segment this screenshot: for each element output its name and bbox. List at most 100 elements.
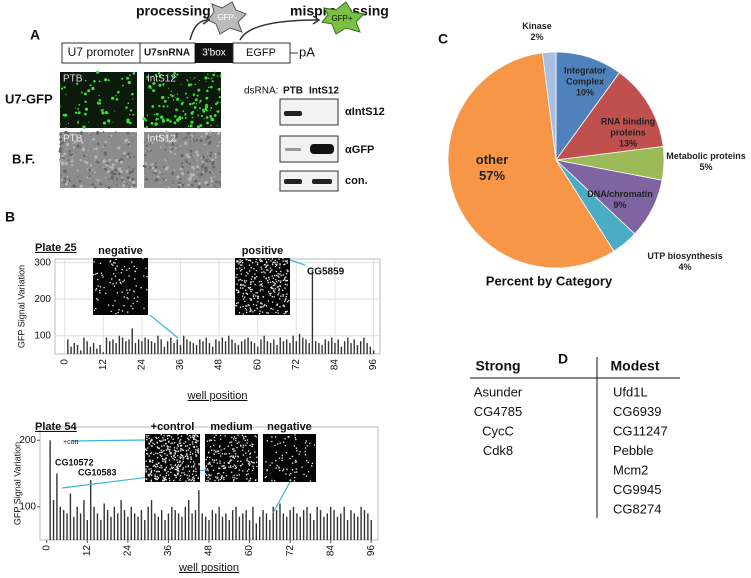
- speck: [213, 449, 215, 451]
- speck: [191, 111, 193, 114]
- speck: [161, 467, 163, 469]
- speck: [196, 168, 199, 171]
- speck: [131, 180, 136, 184]
- speck: [186, 79, 188, 81]
- speck: [174, 442, 176, 444]
- speck: [218, 452, 220, 455]
- speck: [115, 282, 117, 284]
- speck: [117, 146, 121, 150]
- speck: [181, 449, 183, 451]
- x-tick-label: 96: [366, 545, 377, 557]
- speck: [119, 281, 121, 284]
- speck: [166, 472, 168, 474]
- speck: [208, 77, 210, 79]
- speck: [245, 444, 247, 446]
- speck: [184, 114, 186, 117]
- speck: [198, 107, 201, 110]
- speck: [113, 162, 115, 164]
- speck: [163, 479, 165, 481]
- speck: [128, 172, 129, 174]
- y-tick-label: 200: [34, 294, 51, 305]
- speck: [232, 465, 234, 468]
- band: [312, 179, 332, 184]
- speck: [160, 449, 162, 451]
- speck: [116, 90, 120, 94]
- speck: [191, 135, 194, 138]
- speck: [195, 434, 197, 436]
- inset-label: medium: [210, 421, 252, 433]
- speck: [118, 172, 121, 176]
- speck: [91, 179, 93, 180]
- speck: [163, 477, 165, 479]
- speck: [261, 259, 263, 261]
- speck: [240, 287, 242, 289]
- speck: [209, 461, 211, 464]
- speck: [269, 267, 271, 269]
- speck: [104, 167, 107, 171]
- speck: [170, 442, 172, 445]
- speck: [113, 262, 115, 264]
- speck: [275, 264, 278, 266]
- speck: [269, 464, 271, 467]
- band: [284, 179, 302, 184]
- speck: [174, 452, 176, 455]
- speck: [208, 452, 210, 454]
- speck: [271, 440, 273, 443]
- speck: [250, 460, 252, 463]
- speck: [97, 133, 99, 135]
- speck: [150, 440, 152, 442]
- speck: [174, 468, 176, 470]
- speck: [170, 90, 172, 92]
- speck: [270, 292, 272, 294]
- speck: [189, 154, 192, 157]
- speck: [128, 178, 132, 182]
- speck: [182, 458, 184, 460]
- speck: [267, 300, 270, 302]
- speck: [152, 465, 154, 467]
- speck: [285, 298, 287, 300]
- speck: [176, 175, 180, 179]
- speck: [63, 169, 67, 173]
- speck: [134, 270, 136, 273]
- speck: [153, 470, 156, 472]
- speck: [270, 286, 272, 289]
- speck: [171, 75, 175, 79]
- speck: [108, 123, 110, 125]
- speck: [259, 306, 262, 308]
- speck: [255, 261, 257, 263]
- speck: [102, 160, 106, 164]
- speck: [154, 122, 158, 126]
- speck: [206, 135, 211, 139]
- table-cell: Cdk8: [483, 443, 513, 458]
- speck: [255, 292, 257, 294]
- speck: [284, 283, 287, 286]
- speck: [204, 131, 209, 135]
- speck: [199, 139, 203, 143]
- speck: [91, 183, 95, 186]
- speck: [245, 258, 247, 260]
- speck: [189, 436, 192, 439]
- speck: [215, 451, 217, 453]
- speck: [97, 278, 99, 281]
- speck: [189, 175, 193, 179]
- speck: [167, 447, 169, 450]
- speck: [87, 167, 89, 170]
- table-cell: CG4785: [474, 404, 522, 419]
- speck: [209, 85, 213, 89]
- speck: [201, 169, 203, 171]
- speck: [207, 153, 209, 155]
- speck: [131, 134, 134, 137]
- speck: [145, 144, 149, 147]
- speck: [174, 474, 176, 477]
- speck: [157, 453, 159, 455]
- speck: [189, 149, 193, 153]
- arrow: [189, 19, 209, 41]
- speck: [169, 468, 171, 470]
- speck: [240, 444, 242, 446]
- speck: [191, 473, 194, 475]
- speck: [189, 451, 192, 453]
- speck: [74, 137, 76, 139]
- speck: [167, 137, 169, 139]
- speck: [126, 182, 128, 185]
- speck: [249, 453, 251, 455]
